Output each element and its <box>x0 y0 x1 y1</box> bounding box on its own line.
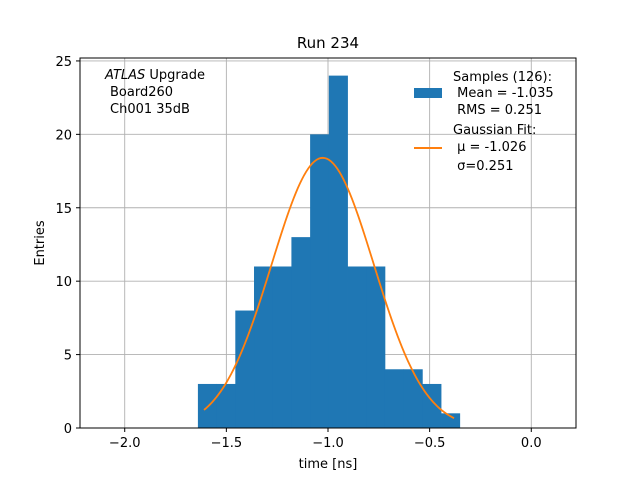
y-axis: 0 5 10 15 20 25 <box>55 55 80 437</box>
annotation-line-2: Board260 <box>110 85 173 100</box>
y-tick-label-3: 15 <box>55 202 72 217</box>
histogram-bar-1 <box>216 383 236 428</box>
y-tick-label-1: 5 <box>64 349 72 364</box>
legend: Samples (126): Mean = -1.035 RMS = 0.251… <box>414 70 554 174</box>
annotation-upgrade: Upgrade <box>145 68 205 83</box>
legend-samples-line-3: RMS = 0.251 <box>453 103 542 118</box>
legend-fit-line-1: Gaussian Fit: <box>453 123 536 138</box>
y-tick-label-0: 0 <box>64 422 72 437</box>
histogram-bar-11 <box>403 369 423 428</box>
x-axis-label: time [ns] <box>299 457 358 472</box>
x-tick-label-1: −1.5 <box>211 436 243 451</box>
legend-swatch-samples <box>414 88 442 98</box>
legend-fit-line-2: μ = -1.026 <box>453 140 526 155</box>
histogram-bar-9 <box>366 266 386 428</box>
x-tick-label-4: 0.0 <box>521 436 542 451</box>
y-tick-label-4: 20 <box>55 128 72 143</box>
histogram-bar-4 <box>272 266 292 428</box>
legend-samples-line-2: Mean = -1.035 <box>453 86 554 101</box>
x-tick-label-2: −1.0 <box>312 436 344 451</box>
annotation-line-3: Ch001 35dB <box>110 102 190 117</box>
legend-samples-line-1: Samples (126): <box>453 70 552 85</box>
histogram-bar-8 <box>347 266 367 428</box>
y-tick-label-5: 25 <box>55 55 72 70</box>
gaussian-fit <box>203 156 455 419</box>
histogram-bar-7 <box>328 75 348 428</box>
atlas-annotation: ATLAS Upgrade Board260 Ch001 35dB <box>104 68 205 117</box>
legend-fit-line-3: σ=0.251 <box>453 159 513 174</box>
y-axis-label: Entries <box>33 220 48 266</box>
chart-title: Run 234 <box>297 34 359 52</box>
histogram-bar-5 <box>291 237 311 428</box>
x-axis: −2.0 −1.5 −1.0 −0.5 0.0 <box>109 428 542 451</box>
histogram-bar-6 <box>310 134 330 428</box>
x-tick-label-0: −2.0 <box>109 436 141 451</box>
gaussian-fit-curve <box>203 156 455 419</box>
y-tick-label-2: 10 <box>55 275 72 290</box>
x-tick-label-3: −0.5 <box>414 436 446 451</box>
histogram-bar-10 <box>384 369 405 428</box>
annotation-line-1: ATLAS Upgrade <box>104 68 205 83</box>
histogram-bar-2 <box>235 310 255 428</box>
histogram-bar-13 <box>441 413 461 428</box>
annotation-atlas: ATLAS <box>104 68 145 83</box>
